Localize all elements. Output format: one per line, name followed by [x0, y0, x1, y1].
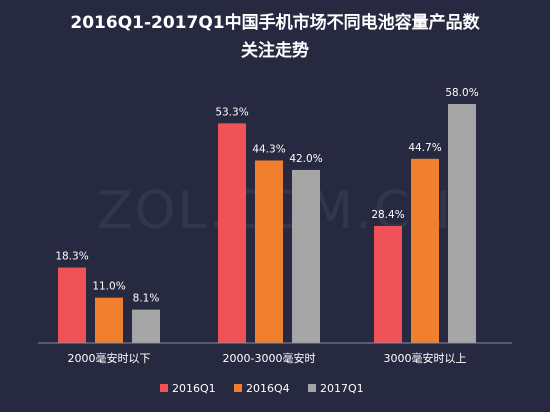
data-label-2016Q1-2: 53.3% [215, 106, 248, 118]
data-label-2017Q1-1: 8.1% [133, 293, 160, 305]
data-label-2016Q4-2: 44.3% [252, 143, 285, 155]
data-label-2017Q1-2: 42.0% [289, 153, 322, 165]
bar-2016Q4-1 [95, 297, 123, 343]
data-label-2016Q1-1: 18.3% [55, 251, 88, 263]
x-tick-label-3: 3000毫安时以上 [384, 351, 467, 365]
data-label-2016Q4-1: 11.0% [92, 281, 125, 293]
bars-group: 18.3% 11.0% 8.1% 53.3% 44.3% 42.0% 28.4% 44.7% 5… [55, 87, 479, 343]
x-tick-labels: 2000毫安时以下 2000-3000毫安时 3000毫安时以上 [68, 351, 467, 365]
chart-subtitle: 关注走势 [241, 40, 309, 61]
bar-2016Q1-3 [374, 225, 402, 343]
bar-2016Q4-2 [255, 160, 283, 343]
chart-title: 2016Q1-2017Q1中国手机市场不同电池容量产品数 [70, 12, 480, 33]
legend-label-2016Q1: 2016Q1 [172, 382, 216, 395]
legend-label-2016Q4: 2016Q4 [246, 382, 290, 395]
data-label-2016Q4-3: 44.7% [408, 142, 441, 154]
bar-2016Q4-3 [411, 158, 439, 343]
bar-2017Q1-2 [292, 169, 320, 343]
data-label-2016Q1-3: 28.4% [371, 209, 404, 221]
legend: 2016Q1 2016Q4 2017Q1 [160, 382, 364, 395]
bar-2017Q1-3 [448, 104, 476, 343]
x-tick-label-2: 2000-3000毫安时 [223, 351, 316, 365]
legend-swatch-2016Q4 [234, 384, 242, 392]
bar-2017Q1-1 [132, 309, 160, 343]
legend-label-2017Q1: 2017Q1 [320, 382, 364, 395]
x-tick-label-1: 2000毫安时以下 [68, 351, 151, 365]
legend-swatch-2016Q1 [160, 384, 168, 392]
bar-2016Q1-1 [58, 267, 86, 343]
bar-2016Q1-2 [218, 123, 246, 343]
data-label-2017Q1-3: 58.0% [445, 87, 478, 99]
legend-swatch-2017Q1 [308, 384, 316, 392]
